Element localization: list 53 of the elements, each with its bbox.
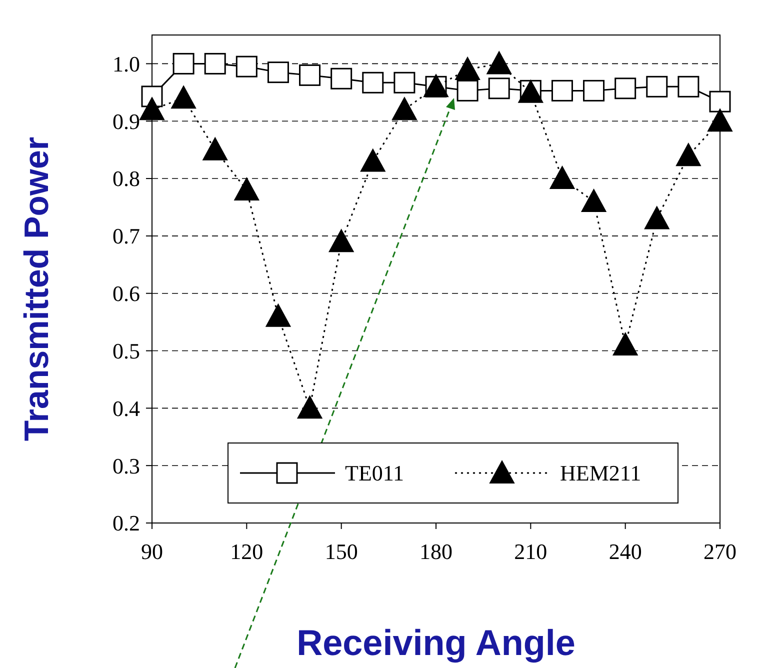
- point: [394, 72, 416, 94]
- point: [708, 108, 732, 132]
- x-tick-label: 210: [514, 539, 548, 564]
- point: [330, 68, 352, 90]
- point: [583, 80, 605, 102]
- y-tick-label: 0.9: [112, 108, 140, 134]
- y-tick-label: 0.3: [112, 453, 140, 478]
- point: [362, 72, 384, 94]
- x-tick-label: 90: [141, 539, 163, 564]
- point: [455, 56, 480, 80]
- point: [202, 137, 228, 160]
- x-tick-label: 150: [324, 539, 358, 564]
- y-tick-label: 0.4: [112, 396, 140, 421]
- y-tick-label: 0.6: [112, 281, 140, 306]
- y-tick-label: 0.5: [112, 338, 140, 364]
- legend-label: HEM211: [560, 460, 642, 486]
- point: [299, 64, 321, 86]
- point: [267, 62, 289, 84]
- legend-label: TE011: [345, 460, 404, 486]
- y-axis-title: Transmitted Power: [18, 136, 56, 442]
- x-tick-label: 270: [704, 539, 736, 564]
- y-tick-label: 1.0: [112, 51, 140, 76]
- x-tick-label: 180: [420, 539, 452, 564]
- point: [297, 396, 322, 419]
- point: [140, 97, 164, 120]
- point: [236, 56, 258, 78]
- point: [612, 332, 638, 356]
- point: [171, 86, 196, 109]
- point: [204, 52, 226, 74]
- y-tick-label: 0.8: [112, 166, 140, 192]
- x-axis-title: Receiving Angle: [296, 622, 576, 663]
- point: [234, 178, 260, 201]
- point: [550, 166, 575, 190]
- point: [456, 80, 478, 102]
- y-tick-label: 0.2: [112, 510, 140, 536]
- point: [360, 148, 386, 172]
- point: [172, 52, 194, 74]
- point: [646, 76, 668, 98]
- point: [486, 51, 512, 74]
- point: [676, 143, 701, 166]
- x-tick-label: 120: [230, 539, 264, 564]
- point: [488, 78, 510, 100]
- point: [709, 90, 731, 112]
- point: [678, 76, 700, 98]
- y-tick-label: 0.7: [112, 224, 140, 249]
- point: [581, 188, 606, 212]
- point: [614, 78, 636, 100]
- point: [328, 229, 354, 252]
- point: [392, 97, 417, 120]
- x-tick-label: 240: [608, 539, 642, 564]
- point: [266, 304, 291, 327]
- point: [644, 206, 670, 230]
- point: [551, 80, 573, 102]
